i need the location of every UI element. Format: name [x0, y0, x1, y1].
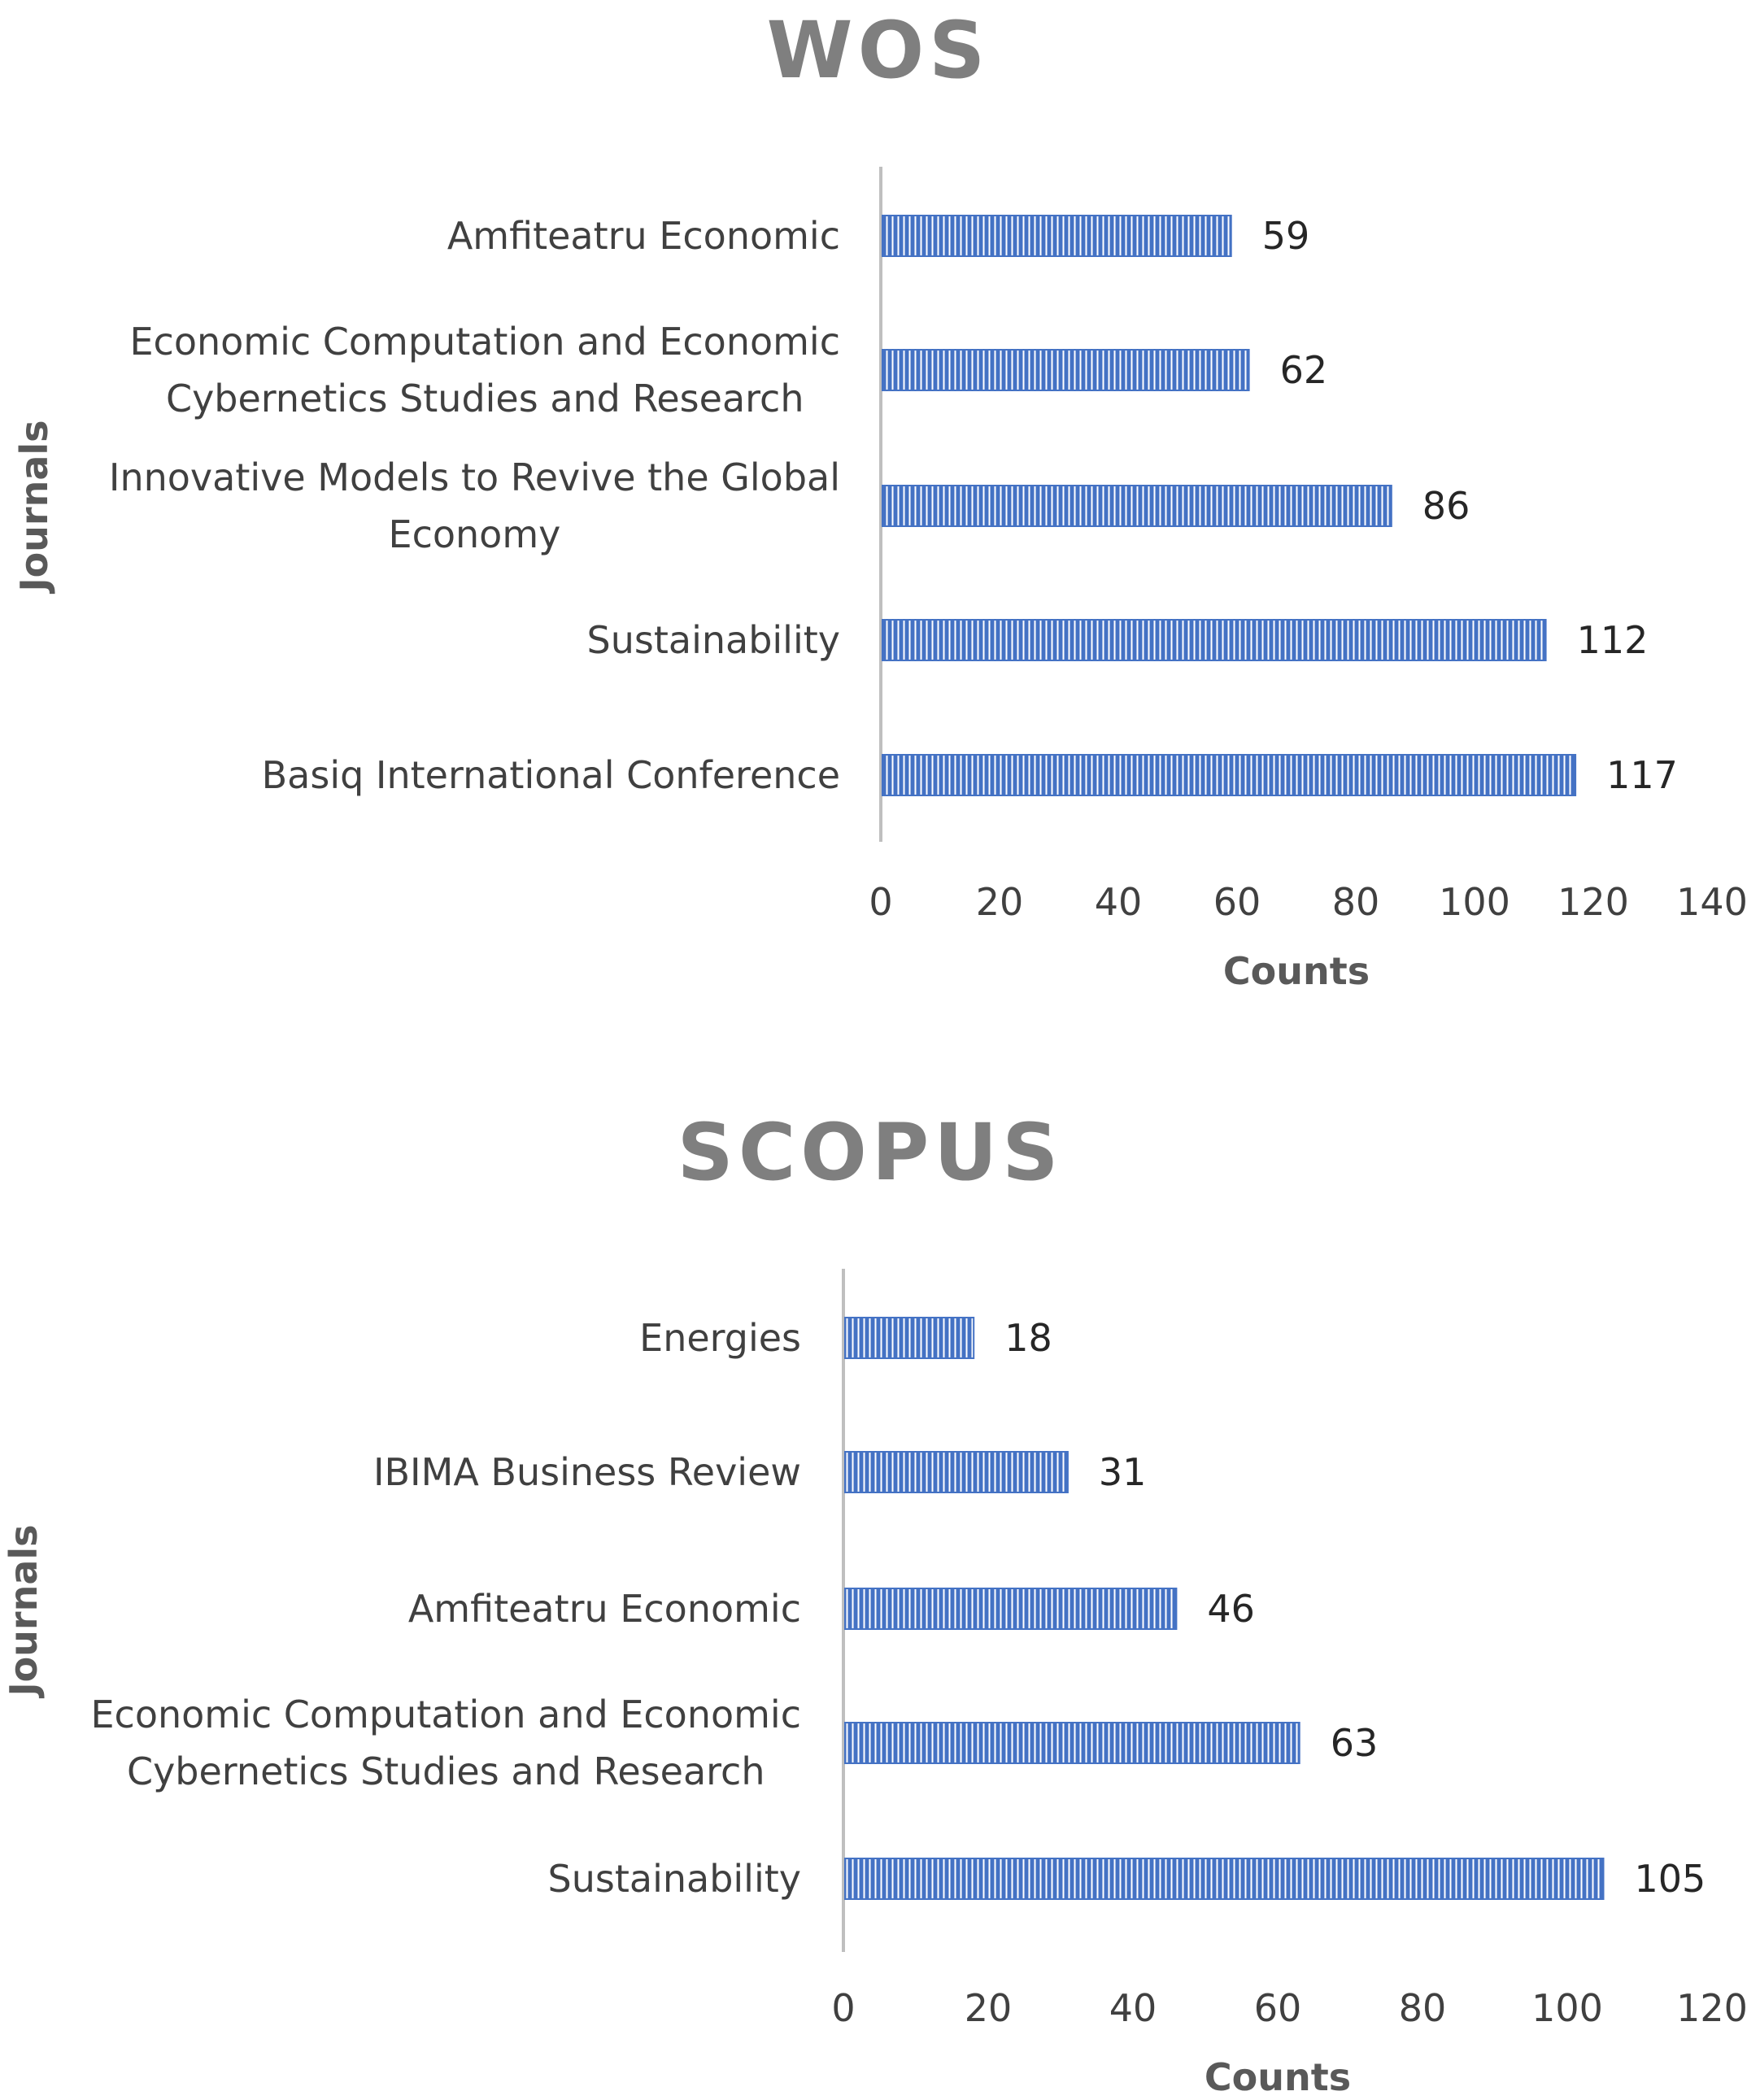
- x-tick-label: 120: [1676, 1986, 1748, 2030]
- bar: [882, 485, 1392, 527]
- x-tick-label: 80: [1399, 1986, 1447, 2030]
- category-label: Amfiteatru Economic: [447, 214, 840, 258]
- category-label-line: Sustainability: [548, 1857, 801, 1901]
- y-axis-title: Journals: [2, 1524, 46, 1698]
- data-label: 105: [1635, 1857, 1706, 1901]
- x-tick-label: 140: [1676, 880, 1748, 924]
- x-tick-label: 120: [1557, 880, 1629, 924]
- x-tick-label: 20: [965, 1986, 1013, 2030]
- category-label-line: IBIMA Business Review: [373, 1450, 801, 1494]
- bar: [844, 1317, 975, 1359]
- category-label-line: Economic Computation and Economic: [129, 320, 840, 364]
- scopus-chart: SCOPUS 18 Energies 31 IBIMA Business Review 4…: [2, 1107, 1748, 2099]
- x-tick-label: 60: [1213, 880, 1261, 924]
- category-label: Sustainability: [587, 618, 840, 662]
- category-label: Sustainability: [548, 1857, 801, 1901]
- bar: [844, 1451, 1069, 1493]
- category-label-line: Cybernetics Studies and Research: [127, 1749, 765, 1793]
- data-label: 31: [1099, 1450, 1147, 1494]
- x-tick-label: 100: [1531, 1986, 1603, 2030]
- category-label: Basiq International Conference: [262, 753, 840, 797]
- data-label: 117: [1606, 753, 1678, 797]
- bar: [882, 619, 1547, 661]
- bar: [844, 1588, 1178, 1630]
- y-axis-title: Journals: [12, 420, 56, 594]
- category-label: Amfiteatru Economic: [408, 1587, 801, 1631]
- x-tick-label: 40: [1095, 880, 1143, 924]
- category-label-line: Amfiteatru Economic: [408, 1587, 801, 1631]
- data-label: 86: [1422, 484, 1470, 528]
- chart-title: SCOPUS: [677, 1107, 1064, 1198]
- bar: [844, 1722, 1300, 1764]
- category-label-line: Sustainability: [587, 618, 840, 662]
- category-label-line: Basiq International Conference: [262, 753, 840, 797]
- x-tick-label: 0: [831, 1986, 855, 2030]
- x-tick-label: 100: [1439, 880, 1510, 924]
- category-label: Energies: [639, 1316, 801, 1360]
- category-label: Innovative Models to Revive the Global Ec…: [109, 455, 840, 556]
- bar: [882, 349, 1250, 391]
- bar: [882, 215, 1232, 257]
- category-label: Economic Computation and Economic Cyberne…: [129, 320, 840, 420]
- data-label: 59: [1262, 214, 1310, 258]
- category-label: IBIMA Business Review: [373, 1450, 801, 1494]
- wos-chart: WOS 59 Amfiteatru Economic 62 Economic Compu…: [12, 5, 1748, 993]
- bar: [882, 754, 1577, 796]
- category-label-line: Cybernetics Studies and Research: [166, 377, 804, 420]
- x-tick-label: 0: [869, 880, 892, 924]
- category-label: Economic Computation and Economic Cyberne…: [90, 1693, 801, 1793]
- x-tick-label: 20: [976, 880, 1024, 924]
- x-tick-label: 60: [1254, 1986, 1302, 2030]
- chart-title: WOS: [767, 5, 991, 96]
- category-label-line: Innovative Models to Revive the Global: [109, 455, 840, 499]
- bar: [844, 1858, 1605, 1900]
- x-axis-title: Counts: [1223, 949, 1370, 993]
- data-label: 63: [1331, 1721, 1379, 1765]
- data-label: 112: [1577, 618, 1649, 662]
- data-label: 18: [1004, 1316, 1052, 1360]
- x-tick-label: 40: [1109, 1986, 1157, 2030]
- x-tick-label: 80: [1332, 880, 1380, 924]
- x-axis-title: Counts: [1205, 2055, 1351, 2099]
- data-label: 62: [1280, 348, 1328, 392]
- category-label-line: Amfiteatru Economic: [447, 214, 840, 258]
- category-label-line: Economic Computation and Economic: [90, 1693, 801, 1736]
- data-label: 46: [1207, 1587, 1255, 1631]
- category-label-line: Energies: [639, 1316, 801, 1360]
- category-label-line: Economy: [389, 512, 561, 556]
